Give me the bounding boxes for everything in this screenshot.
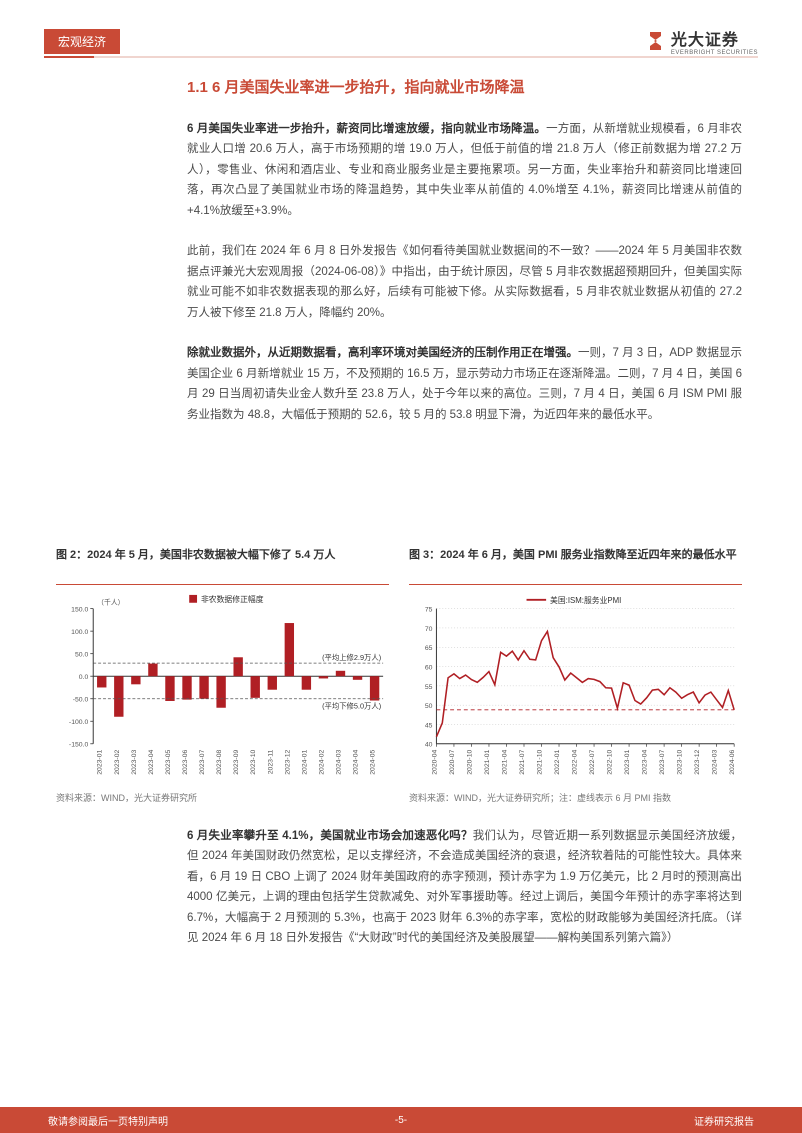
svg-text:2023-02: 2023-02 (114, 749, 121, 774)
svg-text:2022-10: 2022-10 (607, 749, 614, 774)
svg-text:2023-09: 2023-09 (233, 749, 240, 774)
svg-text:50: 50 (425, 703, 433, 710)
bar-chart: -150.0 -100.0 -50.0 0.0 50.0 100.0 150.0 （千人） 非农… (56, 591, 389, 787)
chart-left-title: 图 2：2024 年 5 月，美国非农数据被大幅下修了 5.4 万人 (56, 548, 389, 578)
svg-text:2024-01: 2024-01 (301, 749, 308, 774)
page-footer: 敬请参阅最后一页特别声明 -5- 证券研究报告 (0, 1107, 802, 1133)
svg-text:2023-10: 2023-10 (677, 749, 684, 774)
svg-text:(平均上修2.9万人): (平均上修2.9万人) (322, 653, 381, 662)
svg-text:2023-01: 2023-01 (97, 749, 104, 774)
svg-text:75: 75 (425, 607, 433, 614)
page-header: 宏观经济 光大证券 EVERBRIGHT SECURITIES (44, 28, 758, 54)
svg-text:70: 70 (425, 626, 433, 633)
category-tag: 宏观经济 (44, 29, 120, 54)
svg-text:2021-04: 2021-04 (501, 749, 508, 774)
header-rule (44, 56, 758, 58)
svg-text:-50.0: -50.0 (73, 697, 89, 704)
para1-lead: 6 月美国失业率进一步抬升，薪资同比增速放缓，指向就业市场降温。 (187, 123, 546, 135)
svg-text:2024-04: 2024-04 (353, 749, 360, 774)
svg-text:2022-07: 2022-07 (589, 749, 596, 774)
svg-text:2024-02: 2024-02 (318, 749, 325, 774)
svg-text:45: 45 (425, 722, 433, 729)
svg-text:2022-04: 2022-04 (572, 749, 579, 774)
main-column: 1.1 6 月美国失业率进一步抬升，指向就业市场降温 6 月美国失业率进一步抬升… (187, 76, 742, 445)
footer-report-type: 证券研究报告 (694, 1113, 754, 1128)
para4-body: 我们认为，尽管近期一系列数据显示美国经济放缓，但 2024 年美国财政仍然宽松，… (187, 830, 742, 944)
footer-disclaimer: 敬请参阅最后一页特别声明 (48, 1113, 168, 1128)
footer-page-number: -5- (395, 1115, 407, 1126)
paragraph-4: 6 月失业率攀升至 4.1%，美国就业市场会加速恶化吗？我们认为，尽管近期一系列… (187, 826, 742, 949)
chart-right: 图 3：2024 年 6 月，美国 PMI 服务业指数降至近四年来的最低水平 4… (409, 548, 742, 804)
svg-text:-100.0: -100.0 (69, 719, 89, 726)
svg-text:2023-12: 2023-12 (284, 749, 291, 774)
svg-text:2023-01: 2023-01 (624, 749, 631, 774)
below-charts-column: 6 月失业率攀升至 4.1%，美国就业市场会加速恶化吗？我们认为，尽管近期一系列… (187, 826, 742, 969)
svg-text:2024-03: 2024-03 (712, 749, 719, 774)
svg-text:50.0: 50.0 (75, 652, 89, 659)
svg-text:2023-04: 2023-04 (642, 749, 649, 774)
svg-text:0.0: 0.0 (79, 674, 89, 681)
svg-text:2023-07: 2023-07 (659, 749, 666, 774)
chart-right-source: 资料来源：WIND，光大证券研究所；注：虚线表示 6 月 PMI 指数 (409, 791, 742, 804)
svg-text:2023-06: 2023-06 (182, 749, 189, 774)
svg-text:2023-03: 2023-03 (131, 749, 138, 774)
line-chart: 40 45 50 55 60 65 70 75 2020-04 2020-07 2020-10 202… (409, 591, 742, 787)
svg-text:2024-03: 2024-03 (335, 749, 342, 774)
section-heading: 1.1 6 月美国失业率进一步抬升，指向就业市场降温 (187, 76, 742, 97)
brand-name-cn: 光大证券 (671, 26, 758, 50)
chart-left: 图 2：2024 年 5 月，美国非农数据被大幅下修了 5.4 万人 -150.… (56, 548, 389, 804)
svg-text:100.0: 100.0 (71, 629, 88, 636)
svg-text:2023-04: 2023-04 (148, 749, 155, 774)
logo-icon (647, 30, 665, 52)
svg-text:-150.0: -150.0 (69, 742, 89, 749)
svg-text:美国:ISM:服务业PMI: 美国:ISM:服务业PMI (550, 595, 621, 605)
paragraph-3: 除就业数据外，从近期数据看，高利率环境对美国经济的压制作用正在增强。一则，7 月… (187, 343, 742, 425)
svg-text:2020-04: 2020-04 (431, 749, 438, 774)
svg-text:2024-05: 2024-05 (370, 749, 377, 774)
svg-text:2024-06: 2024-06 (729, 749, 736, 774)
svg-text:2023-05: 2023-05 (165, 749, 172, 774)
charts-row: 图 2：2024 年 5 月，美国非农数据被大幅下修了 5.4 万人 -150.… (56, 546, 742, 804)
svg-text:2021-07: 2021-07 (519, 749, 526, 774)
svg-text:(平均下修5.0万人): (平均下修5.0万人) (322, 702, 381, 711)
svg-text:2023-07: 2023-07 (199, 749, 206, 774)
chart-left-source: 资料来源：WIND，光大证券研究所 (56, 791, 389, 804)
svg-text:40: 40 (425, 742, 433, 749)
para4-lead: 6 月失业率攀升至 4.1%，美国就业市场会加速恶化吗？ (187, 830, 473, 842)
svg-text:55: 55 (425, 684, 433, 691)
svg-text:非农数据修正幅度: 非农数据修正幅度 (201, 594, 264, 604)
para1-body: 一方面，从新增就业规模看，6 月非农就业人口增 20.6 万人，高于市场预期的增… (187, 123, 742, 217)
paragraph-1: 6 月美国失业率进一步抬升，薪资同比增速放缓，指向就业市场降温。一方面，从新增就… (187, 119, 742, 221)
svg-text:2023-08: 2023-08 (216, 749, 223, 774)
svg-text:150.0: 150.0 (71, 607, 88, 614)
brand-logo: 光大证券 EVERBRIGHT SECURITIES (647, 26, 758, 56)
paragraph-2: 此前，我们在 2024 年 6 月 8 日外发报告《如何看待美国就业数据间的不一… (187, 241, 742, 323)
svg-text:2020-07: 2020-07 (449, 749, 456, 774)
svg-text:2021-10: 2021-10 (537, 749, 544, 774)
svg-text:2022-01: 2022-01 (554, 749, 561, 774)
svg-text:2023-10: 2023-10 (250, 749, 257, 774)
svg-text:（千人）: （千人） (97, 598, 124, 607)
chart-right-title: 图 3：2024 年 6 月，美国 PMI 服务业指数降至近四年来的最低水平 (409, 548, 742, 578)
svg-text:2023-12: 2023-12 (694, 749, 701, 774)
svg-text:2023-11: 2023-11 (267, 749, 274, 774)
svg-text:2020-10: 2020-10 (466, 749, 473, 774)
svg-text:2021-01: 2021-01 (484, 749, 491, 774)
svg-text:60: 60 (425, 664, 433, 671)
para3-lead: 除就业数据外，从近期数据看，高利率环境对美国经济的压制作用正在增强。 (187, 347, 578, 359)
svg-text:65: 65 (425, 645, 433, 652)
